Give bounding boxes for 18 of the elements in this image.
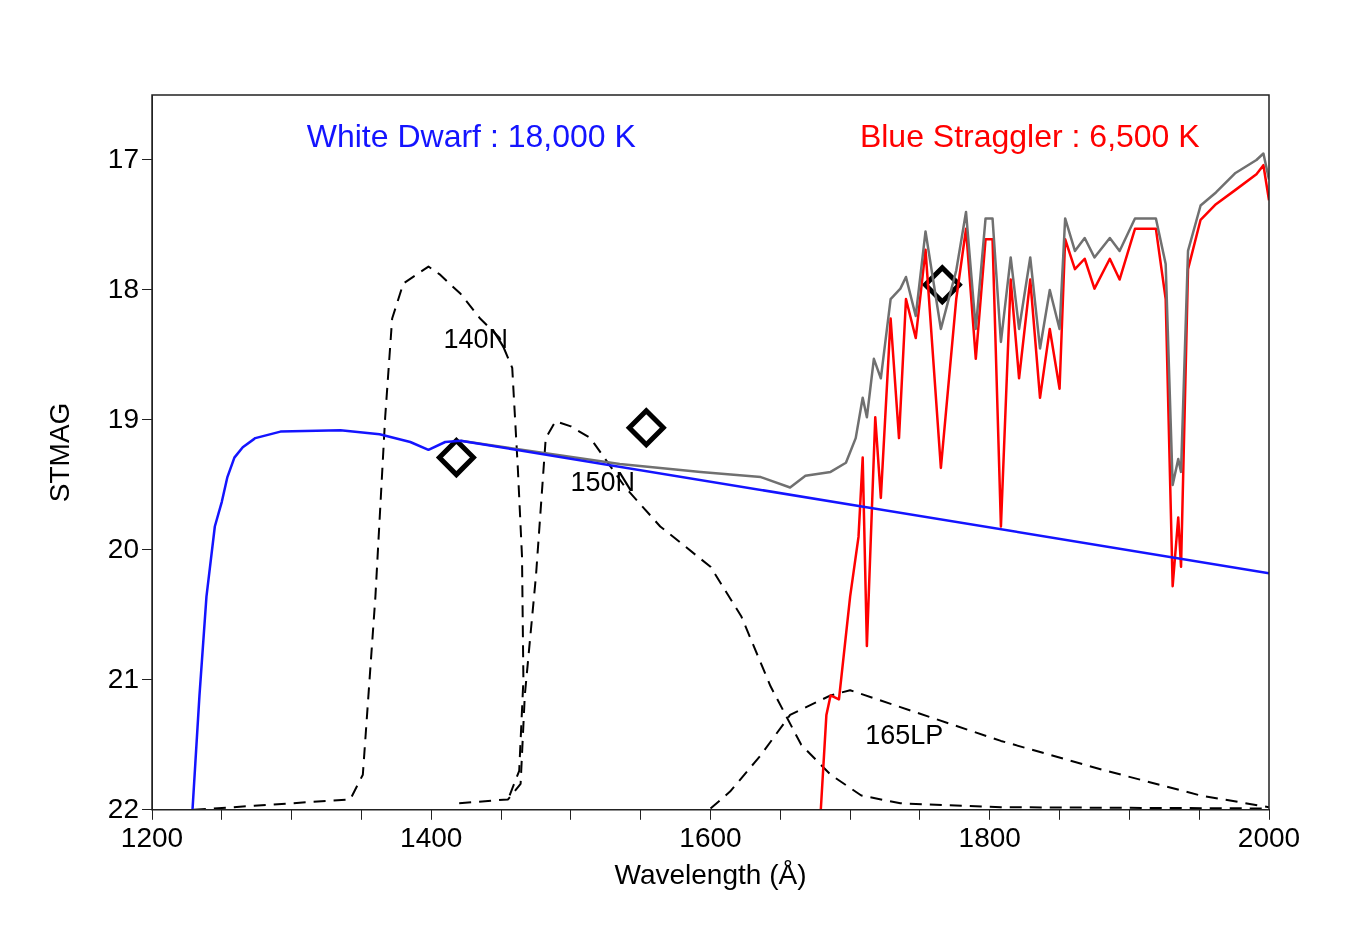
x-axis-title: Wavelength (Å) [614, 858, 807, 890]
y-tick-label: 21 [107, 662, 139, 694]
y-tick-label: 22 [107, 792, 139, 824]
series-label: 150N [570, 467, 636, 498]
x-tick-label: 2000 [1237, 822, 1301, 854]
series-label: Blue Straggler : 6,500 K [859, 117, 1200, 154]
x-tick-label: 1600 [679, 822, 742, 854]
y-tick-label: 17 [107, 142, 139, 174]
series-label: 165LP [865, 719, 944, 750]
y-tick-label: 20 [107, 532, 139, 564]
y-axis-title: STMAG [43, 402, 75, 503]
text: White Dwarf : 18,000 K [306, 117, 636, 154]
y-tick-label: 19 [107, 402, 139, 434]
x-tick-label: 1800 [958, 822, 1021, 854]
y-tick-label: 18 [107, 272, 139, 304]
x-tick-label: 1400 [400, 822, 463, 854]
series-label: 140N [443, 324, 508, 355]
x-tick-label: 1200 [120, 822, 184, 854]
